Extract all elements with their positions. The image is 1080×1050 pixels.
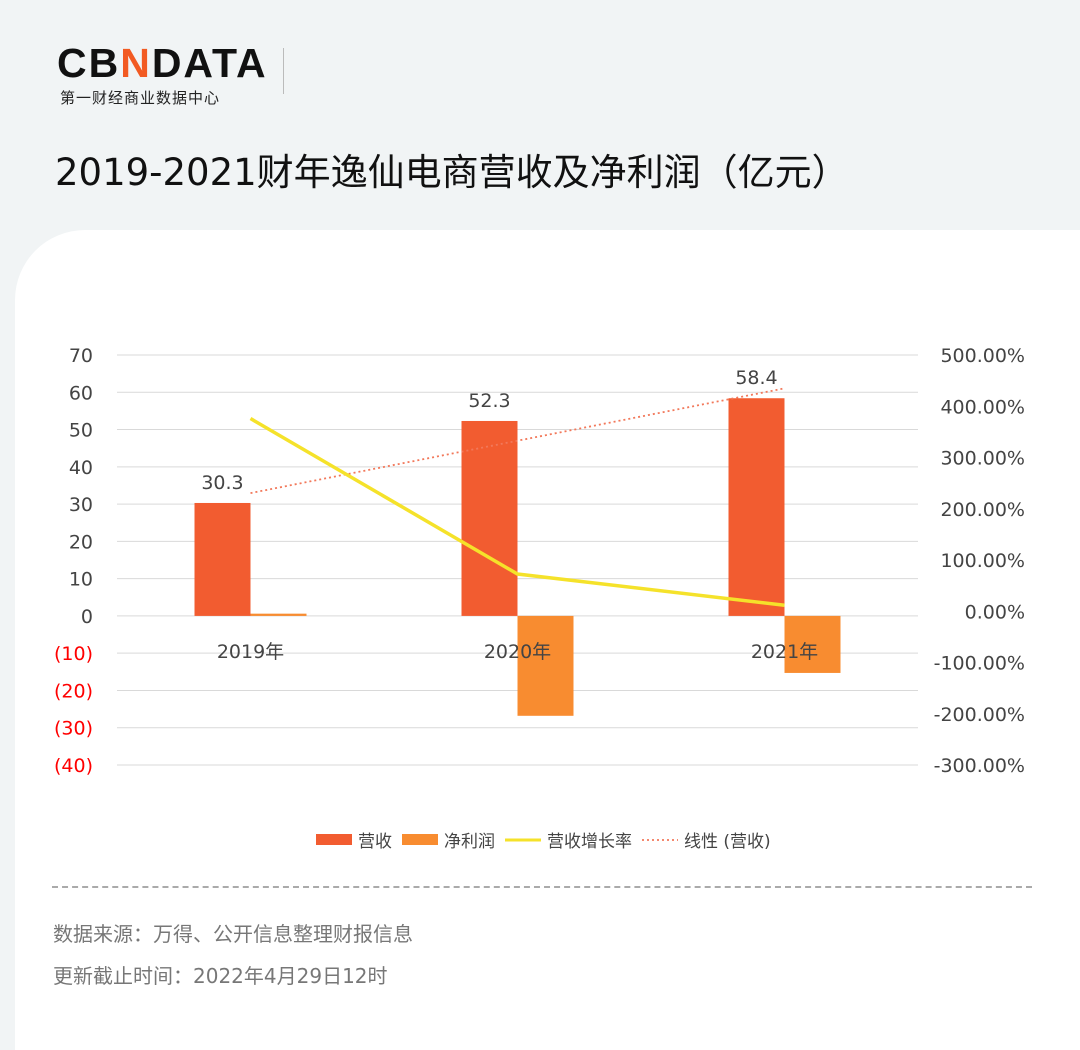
category-label: 2019年 bbox=[217, 641, 284, 663]
logo-subtitle: 第一财经商业数据中心 bbox=[60, 89, 221, 107]
data-label: 30.3 bbox=[201, 472, 243, 494]
left-tick-label: 30 bbox=[69, 494, 93, 516]
right-tick-label: 400.00% bbox=[940, 396, 1025, 418]
logo: CBNDATA bbox=[57, 40, 268, 86]
right-tick-label: -300.00% bbox=[934, 755, 1025, 777]
legend-label: 净利润 bbox=[444, 832, 495, 852]
left-tick-label: 70 bbox=[69, 345, 93, 367]
right-tick-label: -200.00% bbox=[934, 704, 1025, 726]
category-label: 2020年 bbox=[484, 641, 551, 663]
left-tick-label: 10 bbox=[69, 569, 93, 591]
left-tick-label: 60 bbox=[69, 382, 93, 404]
legend-swatch bbox=[316, 834, 352, 845]
left-tick-label: 50 bbox=[69, 420, 93, 442]
line-revenue-growth bbox=[249, 417, 785, 607]
legend-label: 线性 (营收) bbox=[684, 832, 771, 852]
right-tick-label: 300.00% bbox=[940, 448, 1025, 470]
right-tick-label: -100.00% bbox=[934, 653, 1025, 675]
category-label: 2021年 bbox=[751, 641, 818, 663]
update-note: 更新截止时间：2022年4月29日12时 bbox=[53, 964, 388, 988]
left-tick-label: 20 bbox=[69, 531, 93, 553]
legend-swatch bbox=[402, 834, 438, 845]
chart: 70 60 50 40 30 20 10 0 (10) (20) (30) (40) 500.00% 40… bbox=[54, 345, 1025, 852]
legend-label: 营收增长率 bbox=[547, 832, 632, 852]
left-tick-label: 40 bbox=[69, 457, 93, 479]
divider bbox=[283, 48, 284, 94]
left-tick-label: (10) bbox=[54, 643, 93, 665]
bar-net-profit bbox=[517, 615, 574, 716]
page-title: 2019-2021财年逸仙电商营收及净利润（亿元） bbox=[55, 151, 849, 194]
legend-label: 营收 bbox=[358, 832, 392, 852]
left-tick-label: (20) bbox=[54, 680, 93, 702]
right-tick-label: 200.00% bbox=[940, 499, 1025, 521]
right-tick-label: 500.00% bbox=[940, 345, 1025, 367]
source-note: 数据来源：万得、公开信息整理财报信息 bbox=[53, 922, 413, 946]
right-tick-label: 0.00% bbox=[965, 601, 1025, 623]
bar-revenue bbox=[461, 420, 518, 616]
trendline-revenue bbox=[250, 387, 785, 494]
right-tick-label: 100.00% bbox=[940, 550, 1025, 572]
left-tick-label: (30) bbox=[54, 718, 93, 740]
left-tick-label: (40) bbox=[54, 755, 93, 777]
bar-net-profit bbox=[250, 613, 307, 616]
data-label: 52.3 bbox=[468, 390, 510, 412]
bar-revenue bbox=[194, 502, 251, 616]
data-label: 58.4 bbox=[735, 367, 777, 389]
divider-dashed bbox=[52, 886, 1032, 888]
bar-revenue bbox=[728, 398, 785, 616]
left-tick-label: 0 bbox=[81, 606, 93, 628]
bar-net-profit bbox=[784, 615, 841, 673]
